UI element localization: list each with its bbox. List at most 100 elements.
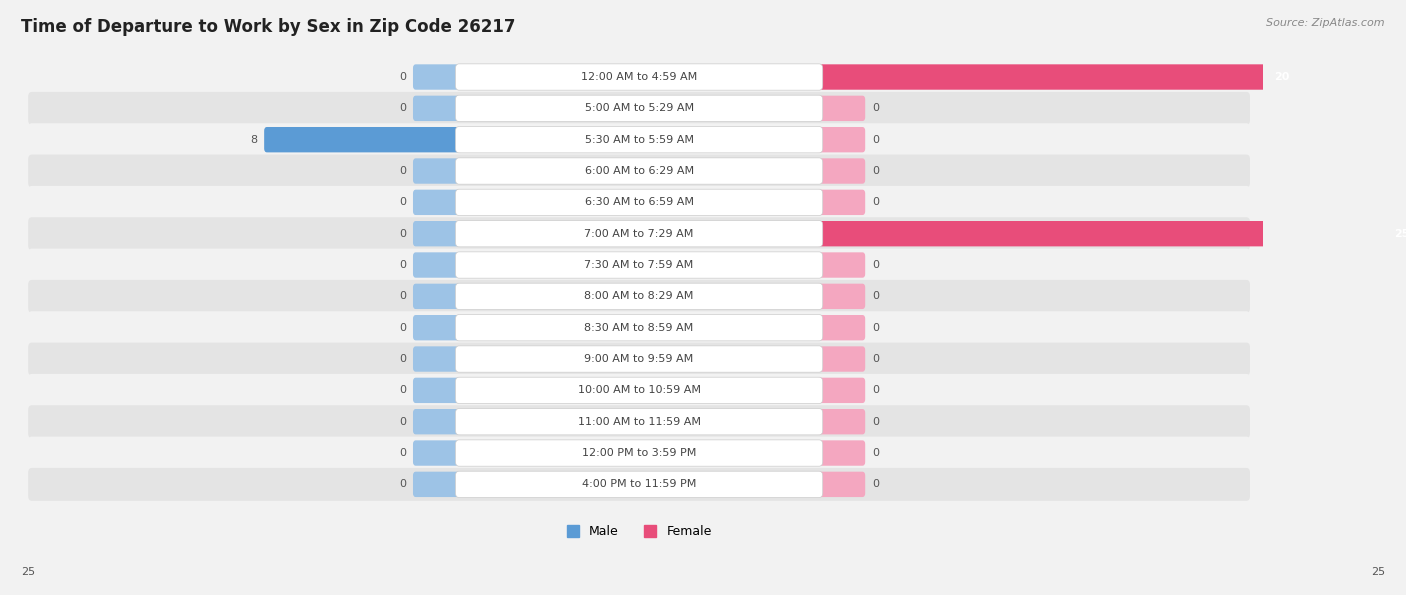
Text: 8: 8: [250, 134, 257, 145]
Text: 10:00 AM to 10:59 AM: 10:00 AM to 10:59 AM: [578, 386, 700, 395]
FancyBboxPatch shape: [413, 190, 463, 215]
Text: 0: 0: [399, 166, 406, 176]
Text: 0: 0: [872, 416, 879, 427]
FancyBboxPatch shape: [817, 158, 865, 184]
FancyBboxPatch shape: [817, 127, 865, 152]
FancyBboxPatch shape: [28, 343, 1250, 375]
FancyBboxPatch shape: [817, 409, 865, 434]
FancyBboxPatch shape: [817, 221, 1406, 246]
Text: 0: 0: [872, 292, 879, 301]
FancyBboxPatch shape: [456, 158, 823, 184]
FancyBboxPatch shape: [28, 249, 1250, 281]
Text: 0: 0: [872, 386, 879, 395]
FancyBboxPatch shape: [817, 472, 865, 497]
Text: 0: 0: [872, 480, 879, 489]
FancyBboxPatch shape: [28, 92, 1250, 125]
FancyBboxPatch shape: [413, 284, 463, 309]
FancyBboxPatch shape: [456, 189, 823, 215]
FancyBboxPatch shape: [28, 155, 1250, 187]
FancyBboxPatch shape: [413, 64, 463, 90]
FancyBboxPatch shape: [413, 346, 463, 372]
Text: 0: 0: [872, 322, 879, 333]
Text: 0: 0: [399, 322, 406, 333]
FancyBboxPatch shape: [817, 378, 865, 403]
FancyBboxPatch shape: [456, 471, 823, 497]
FancyBboxPatch shape: [413, 221, 463, 246]
FancyBboxPatch shape: [456, 221, 823, 247]
Text: 0: 0: [872, 134, 879, 145]
Text: 8:30 AM to 8:59 AM: 8:30 AM to 8:59 AM: [585, 322, 693, 333]
FancyBboxPatch shape: [413, 472, 463, 497]
FancyBboxPatch shape: [28, 280, 1250, 313]
Text: 0: 0: [399, 260, 406, 270]
FancyBboxPatch shape: [413, 440, 463, 466]
FancyBboxPatch shape: [28, 374, 1250, 407]
Text: 0: 0: [399, 292, 406, 301]
FancyBboxPatch shape: [28, 468, 1250, 501]
FancyBboxPatch shape: [28, 61, 1250, 93]
FancyBboxPatch shape: [817, 346, 865, 372]
FancyBboxPatch shape: [456, 252, 823, 278]
FancyBboxPatch shape: [456, 440, 823, 466]
Text: 6:30 AM to 6:59 AM: 6:30 AM to 6:59 AM: [585, 198, 693, 207]
Text: 0: 0: [399, 416, 406, 427]
FancyBboxPatch shape: [413, 96, 463, 121]
Text: Source: ZipAtlas.com: Source: ZipAtlas.com: [1267, 18, 1385, 28]
FancyBboxPatch shape: [817, 252, 865, 278]
Text: 0: 0: [399, 72, 406, 82]
Text: 9:00 AM to 9:59 AM: 9:00 AM to 9:59 AM: [585, 354, 693, 364]
FancyBboxPatch shape: [456, 283, 823, 309]
FancyBboxPatch shape: [817, 64, 1302, 90]
Text: 12:00 PM to 3:59 PM: 12:00 PM to 3:59 PM: [582, 448, 696, 458]
Text: 7:00 AM to 7:29 AM: 7:00 AM to 7:29 AM: [585, 228, 693, 239]
FancyBboxPatch shape: [456, 127, 823, 153]
Text: Time of Departure to Work by Sex in Zip Code 26217: Time of Departure to Work by Sex in Zip …: [21, 18, 516, 36]
FancyBboxPatch shape: [413, 158, 463, 184]
Text: 0: 0: [872, 198, 879, 207]
FancyBboxPatch shape: [817, 96, 865, 121]
Text: 25: 25: [21, 567, 35, 577]
Text: 20: 20: [1274, 72, 1289, 82]
Text: 7:30 AM to 7:59 AM: 7:30 AM to 7:59 AM: [585, 260, 693, 270]
Text: 4:00 PM to 11:59 PM: 4:00 PM to 11:59 PM: [582, 480, 696, 489]
Text: 25: 25: [1395, 228, 1406, 239]
Text: 25: 25: [1371, 567, 1385, 577]
Text: 0: 0: [872, 260, 879, 270]
Text: 0: 0: [399, 228, 406, 239]
FancyBboxPatch shape: [413, 315, 463, 340]
Text: 0: 0: [399, 386, 406, 395]
FancyBboxPatch shape: [456, 315, 823, 341]
FancyBboxPatch shape: [413, 252, 463, 278]
FancyBboxPatch shape: [456, 409, 823, 435]
Text: 0: 0: [872, 448, 879, 458]
Text: 0: 0: [399, 354, 406, 364]
Text: 12:00 AM to 4:59 AM: 12:00 AM to 4:59 AM: [581, 72, 697, 82]
Text: 0: 0: [872, 166, 879, 176]
FancyBboxPatch shape: [817, 190, 865, 215]
Text: 6:00 AM to 6:29 AM: 6:00 AM to 6:29 AM: [585, 166, 693, 176]
Text: 5:30 AM to 5:59 AM: 5:30 AM to 5:59 AM: [585, 134, 693, 145]
FancyBboxPatch shape: [28, 311, 1250, 344]
Text: 5:00 AM to 5:29 AM: 5:00 AM to 5:29 AM: [585, 104, 693, 114]
FancyBboxPatch shape: [456, 64, 823, 90]
FancyBboxPatch shape: [413, 409, 463, 434]
FancyBboxPatch shape: [28, 437, 1250, 469]
FancyBboxPatch shape: [28, 217, 1250, 250]
FancyBboxPatch shape: [28, 123, 1250, 156]
Text: 0: 0: [872, 354, 879, 364]
Text: 0: 0: [399, 480, 406, 489]
FancyBboxPatch shape: [817, 315, 865, 340]
FancyBboxPatch shape: [456, 346, 823, 372]
Text: 0: 0: [872, 104, 879, 114]
FancyBboxPatch shape: [817, 440, 865, 466]
Text: 0: 0: [399, 104, 406, 114]
FancyBboxPatch shape: [264, 127, 463, 152]
FancyBboxPatch shape: [817, 284, 865, 309]
FancyBboxPatch shape: [413, 378, 463, 403]
FancyBboxPatch shape: [456, 377, 823, 403]
Text: 11:00 AM to 11:59 AM: 11:00 AM to 11:59 AM: [578, 416, 700, 427]
FancyBboxPatch shape: [28, 186, 1250, 219]
Text: 8:00 AM to 8:29 AM: 8:00 AM to 8:29 AM: [585, 292, 693, 301]
Legend: Male, Female: Male, Female: [561, 520, 717, 543]
FancyBboxPatch shape: [28, 405, 1250, 438]
